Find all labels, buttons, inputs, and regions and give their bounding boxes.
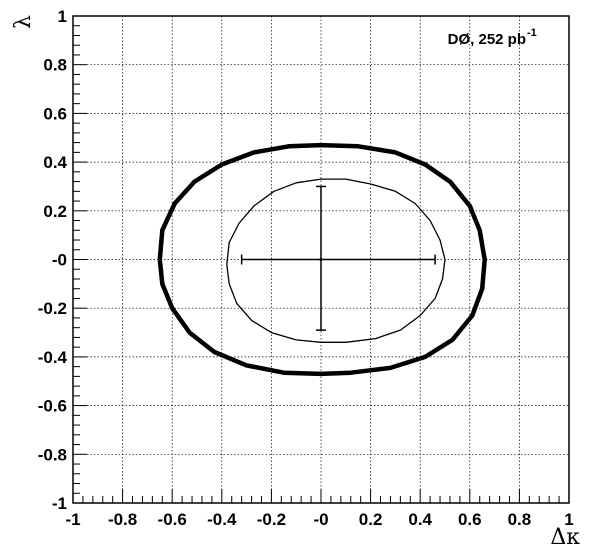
- y-tick-label: -0: [52, 251, 67, 270]
- outer-contour: [157, 142, 487, 377]
- x-tick-label: 0.6: [458, 510, 482, 529]
- x-tick-label: 1: [564, 510, 573, 529]
- y-tick-label: -0.4: [38, 348, 68, 367]
- y-tick-label: 0.4: [43, 153, 67, 172]
- minor-ticks: [72, 15, 570, 504]
- error-bars: [240, 185, 436, 331]
- y-tick-label: -0.8: [38, 445, 67, 464]
- x-tick-label: -0.6: [158, 510, 187, 529]
- x-tick-label: -0: [313, 510, 328, 529]
- y-tick-label: -0.6: [38, 397, 67, 416]
- x-tick-label: 0.4: [408, 510, 432, 529]
- inner-contour: [226, 178, 446, 343]
- x-tick-label: 0.2: [359, 510, 383, 529]
- x-tick-label: -0.4: [207, 510, 237, 529]
- x-axis-label: Δκ: [550, 525, 580, 548]
- experiment-annotation: DØ, 252 pb: [448, 31, 526, 48]
- y-tick-label: -1: [52, 494, 67, 513]
- contours: [157, 142, 487, 377]
- x-tick-label: -0.8: [108, 510, 137, 529]
- x-tick-label: 0.8: [508, 510, 532, 529]
- experiment-annotation-superscript: -1: [527, 27, 537, 39]
- y-tick-label: 0.2: [43, 202, 67, 221]
- x-tick-label: -1: [65, 510, 80, 529]
- plot-frame: [72, 15, 570, 504]
- y-tick-label: 0.6: [43, 104, 67, 123]
- tick-labels: -1 -0.8 -0.6 -0.4 -0.2 -0 0.2 0.4 0.6 0.8 1 1 0.8 0.6…: [38, 7, 574, 529]
- y-tick-label: -0.2: [38, 299, 67, 318]
- y-tick-label: 1: [58, 7, 67, 26]
- y-axis-label: λ: [11, 15, 36, 29]
- y-tick-label: 0.8: [43, 56, 67, 75]
- best-fit-point: [319, 258, 323, 261]
- x-tick-label: -0.2: [257, 510, 286, 529]
